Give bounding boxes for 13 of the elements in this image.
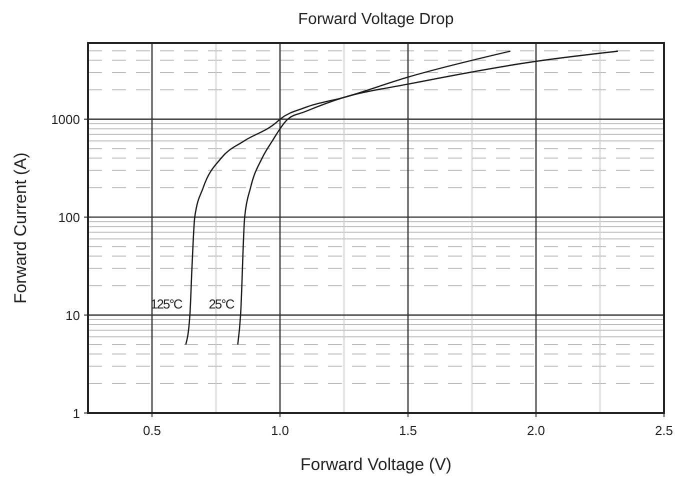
x-tick-label: 1.0: [270, 423, 290, 438]
y-tick-label: 10: [66, 308, 80, 324]
x-tick-label: 2.5: [654, 423, 674, 438]
x-tick-label: 2.0: [526, 423, 546, 438]
x-tick-label: 0.5: [142, 423, 162, 438]
y-axis-title: Forward Current (A): [11, 152, 30, 304]
x-tick-label: 1.5: [398, 423, 418, 438]
series-label: 25°C: [208, 296, 234, 312]
x-axis-title: Forward Voltage (V): [300, 455, 452, 474]
y-tick-label: 100: [58, 210, 80, 226]
y-tick-label: 1: [72, 406, 80, 421]
chart-title: Forward Voltage Drop: [298, 11, 454, 28]
y-tick-label: 1000: [51, 112, 80, 128]
